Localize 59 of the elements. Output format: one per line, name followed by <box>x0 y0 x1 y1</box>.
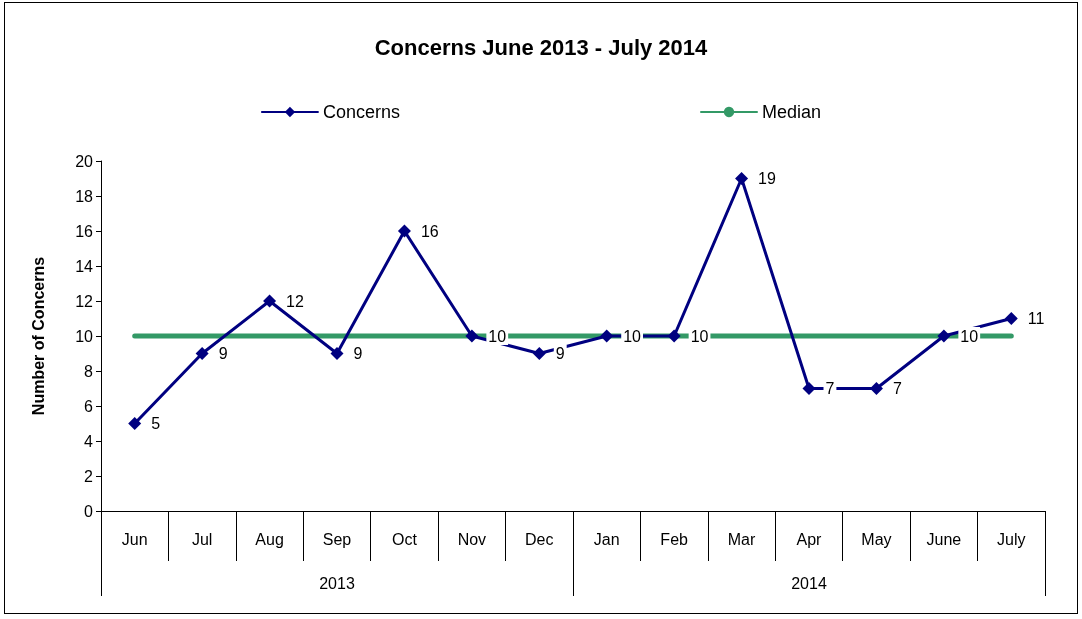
point <box>330 347 344 360</box>
point <box>195 347 209 360</box>
data-label: 5 <box>151 415 161 432</box>
point <box>1004 312 1018 325</box>
x-tick-label: Aug <box>255 530 284 548</box>
data-label: 7 <box>825 380 835 397</box>
point <box>869 382 883 395</box>
data-label: 12 <box>286 292 304 310</box>
data-label: 10 <box>690 327 709 345</box>
y-tick-label: 12 <box>75 292 94 310</box>
y-tick-label: 2 <box>84 467 94 485</box>
data-label: 9 <box>218 345 228 362</box>
point <box>600 329 614 343</box>
data-label: 9 <box>353 345 363 362</box>
x-tick-label: July <box>997 530 1026 548</box>
x-tick-label: Sep <box>322 530 352 548</box>
point <box>802 382 816 395</box>
x-tick-label: Dec <box>525 530 554 548</box>
y-tick-label: 10 <box>75 327 94 345</box>
text: 2014 <box>791 574 827 592</box>
legend-label: Concerns <box>322 102 401 122</box>
legend-label: Median <box>762 102 822 122</box>
point <box>667 329 681 343</box>
x-tick-label: June <box>926 530 962 548</box>
data-label: 19 <box>758 170 776 187</box>
y-tick-label: 6 <box>84 397 94 415</box>
y-tick-label: 20 <box>75 152 94 170</box>
x-tick-label: Oct <box>391 530 418 548</box>
y-tick-label: 8 <box>84 362 94 380</box>
y-tick-label: 0 <box>84 502 94 520</box>
data-label: 9 <box>555 345 565 362</box>
y-axis-title: Number of Concerns <box>29 256 47 416</box>
x-tick-label: Apr <box>796 530 823 548</box>
data-label: 7 <box>892 380 902 397</box>
y-tick-label: 18 <box>75 187 94 205</box>
x-tick-label: May <box>861 530 892 548</box>
point <box>735 172 749 185</box>
text: 2013 <box>319 574 355 592</box>
x-tick-label: Mar <box>727 530 757 548</box>
x-tick-label: Jul <box>191 530 213 548</box>
y-tick-label: 14 <box>75 257 94 275</box>
y-tick-label: 4 <box>84 432 94 450</box>
x-tick-label: Feb <box>660 530 689 548</box>
data-label: 10 <box>623 327 642 345</box>
point <box>465 329 479 343</box>
point <box>937 329 951 343</box>
x-tick-label: Jan <box>593 530 620 548</box>
point <box>128 417 142 430</box>
point <box>263 294 277 308</box>
x-tick-label: Nov <box>457 530 487 548</box>
chart-title: Concerns June 2013 - July 2014 <box>374 34 709 60</box>
x-tick-label: Jun <box>121 530 148 548</box>
point <box>532 347 546 360</box>
y-tick-label: 16 <box>75 222 94 240</box>
data-label: 16 <box>420 222 439 240</box>
data-label: 10 <box>960 327 979 345</box>
data-label: 10 <box>488 327 507 345</box>
data-label: 11 <box>1027 310 1045 327</box>
point <box>397 224 411 238</box>
